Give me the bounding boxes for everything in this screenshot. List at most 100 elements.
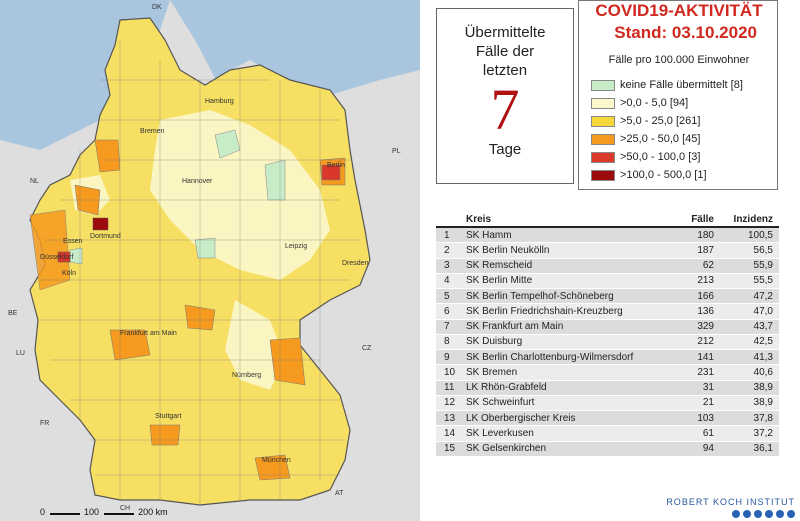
legend-swatch bbox=[591, 115, 615, 127]
logo-dot bbox=[732, 510, 740, 518]
cell-inzidenz: 37,2 bbox=[753, 427, 773, 439]
city-label-duesseldorf: Düsseldorf bbox=[40, 254, 74, 261]
cell-faelle: 136 bbox=[697, 305, 714, 317]
scale-line-2 bbox=[103, 513, 134, 515]
city-label-nuernberg: Nürnberg bbox=[232, 372, 262, 379]
cell-inzidenz: 38,9 bbox=[753, 382, 773, 394]
cell-kreis: LK Oberbergischer Kreis bbox=[466, 412, 576, 424]
table-row: 7 SK Frankfurt am Main 329 43,7 bbox=[436, 319, 779, 335]
cell-kreis: SK Berlin Neukölln bbox=[466, 244, 550, 256]
cell-faelle: 21 bbox=[702, 397, 714, 409]
cell-kreis: SK Remscheid bbox=[466, 260, 533, 272]
legend-label: >5,0 - 25,0 [261] bbox=[620, 115, 701, 127]
logo-dot bbox=[787, 510, 795, 518]
cell-rank: 8 bbox=[444, 336, 450, 348]
table-body: 1 SK Hamm 180 100,5 2 SK Berlin Neukölln 187 5… bbox=[436, 228, 779, 457]
cell-rank: 7 bbox=[444, 321, 450, 333]
table-header: Kreis Fälle Inzidenz bbox=[436, 212, 779, 228]
city-label-bremen: Bremen bbox=[140, 128, 165, 135]
city-label-frankfurt: Frankfurt am Main bbox=[120, 330, 177, 337]
country-label-be: BE bbox=[8, 310, 18, 317]
rki-logo-dots bbox=[732, 510, 795, 518]
cell-rank: 13 bbox=[444, 412, 456, 424]
cell-faelle: 94 bbox=[702, 443, 714, 455]
days-line-3: letzten bbox=[482, 62, 528, 79]
days-number: 7 bbox=[490, 77, 520, 142]
scale-end: 200 km bbox=[138, 507, 168, 517]
cell-kreis: SK Leverkusen bbox=[466, 427, 534, 439]
legend-box: COVID19-AKTIVITÄT Stand: 03.10.2020 Fäll… bbox=[578, 0, 778, 190]
cell-rank: 2 bbox=[444, 244, 450, 256]
cell-faelle: 213 bbox=[697, 275, 714, 287]
cell-kreis: LK Rhön-Grabfeld bbox=[466, 382, 547, 394]
table-row: 3 SK Remscheid 62 55,9 bbox=[436, 258, 779, 274]
days-line-2: Fälle der bbox=[475, 43, 535, 60]
legend-subtitle: Fälle pro 100.000 Einwohner bbox=[608, 54, 750, 66]
cell-rank: 11 bbox=[444, 382, 455, 394]
germany-map: DK NL BE LU FR PL CZ AT CH Hamburg Breme… bbox=[0, 0, 420, 521]
cell-inzidenz: 43,7 bbox=[753, 321, 773, 333]
country-label-ch: CH bbox=[120, 505, 131, 512]
legend-swatch bbox=[591, 97, 615, 109]
cell-kreis: SK Bremen bbox=[466, 366, 518, 378]
legend-item-5-25: >5,0 - 25,0 [261] bbox=[591, 115, 700, 127]
cell-faelle: 103 bbox=[697, 412, 714, 424]
days-box: Übermittelte Fälle der letzten 7 Tage bbox=[436, 8, 574, 184]
cell-faelle: 212 bbox=[697, 336, 714, 348]
cell-rank: 1 bbox=[444, 229, 450, 241]
cell-faelle: 329 bbox=[697, 321, 714, 333]
table-row: 8 SK Duisburg 212 42,5 bbox=[436, 334, 779, 350]
legend-item-none: keine Fälle übermittelt [8] bbox=[591, 79, 743, 91]
country-label-at: AT bbox=[335, 490, 344, 497]
table-row: 14 SK Leverkusen 61 37,2 bbox=[436, 426, 779, 442]
cell-inzidenz: 40,6 bbox=[753, 366, 773, 378]
city-label-dortmund: Dortmund bbox=[90, 233, 121, 240]
country-label-fr: FR bbox=[40, 420, 50, 427]
legend-item-25-50: >25,0 - 50,0 [45] bbox=[591, 133, 700, 145]
cell-kreis: SK Hamm bbox=[466, 229, 512, 241]
cell-kreis: SK Schweinfurt bbox=[466, 397, 535, 409]
city-label-hamburg: Hamburg bbox=[205, 98, 234, 105]
country-label-dk: DK bbox=[152, 4, 162, 11]
city-label-leipzig: Leipzig bbox=[285, 243, 308, 250]
table-row: 15 SK Gelsenkirchen 94 36,1 bbox=[436, 441, 779, 457]
cell-kreis: SK Berlin Tempelhof-Schöneberg bbox=[466, 290, 614, 302]
city-label-essen: Essen bbox=[63, 238, 83, 245]
country-label-cz: CZ bbox=[362, 345, 372, 352]
cell-rank: 3 bbox=[444, 260, 450, 272]
legend-label: >50,0 - 100,0 [3] bbox=[620, 151, 701, 163]
cell-faelle: 231 bbox=[697, 366, 714, 378]
days-line-4: Tage bbox=[488, 141, 522, 158]
logo-dot bbox=[754, 510, 762, 518]
cell-faelle: 187 bbox=[697, 244, 714, 256]
city-label-berlin: Berlin bbox=[327, 162, 345, 169]
cell-kreis: SK Berlin Friedrichshain-Kreuzberg bbox=[466, 305, 623, 317]
city-label-muenchen: München bbox=[262, 457, 291, 464]
rki-logo-text: ROBERT KOCH INSTITUT bbox=[666, 497, 795, 507]
cell-faelle: 31 bbox=[702, 382, 714, 394]
header-inzidenz: Inzidenz bbox=[733, 213, 773, 225]
header-kreis: Kreis bbox=[466, 213, 492, 225]
country-label-lu: LU bbox=[16, 350, 25, 357]
logo-dot bbox=[743, 510, 751, 518]
cell-inzidenz: 37,8 bbox=[753, 412, 773, 424]
cell-rank: 10 bbox=[444, 366, 456, 378]
legend-date: Stand: 03.10.2020 bbox=[614, 23, 757, 42]
cell-faelle: 180 bbox=[697, 229, 714, 241]
scale-bar: 0 100 200 km bbox=[40, 507, 168, 517]
cell-inzidenz: 42,5 bbox=[753, 336, 773, 348]
table-row: 2 SK Berlin Neukölln 187 56,5 bbox=[436, 243, 779, 259]
days-line-1: Übermittelte bbox=[464, 24, 546, 41]
table-row: 12 SK Schweinfurt 21 38,9 bbox=[436, 395, 779, 411]
legend-swatch bbox=[591, 133, 615, 145]
cell-faelle: 61 bbox=[702, 427, 714, 439]
cell-kreis: SK Berlin Charlottenburg-Wilmersdorf bbox=[466, 351, 634, 363]
cell-inzidenz: 56,5 bbox=[753, 244, 773, 256]
map-graphic bbox=[0, 0, 420, 521]
city-label-koeln: Köln bbox=[62, 270, 77, 277]
city-label-hannover: Hannover bbox=[182, 178, 213, 185]
cell-inzidenz: 55,9 bbox=[753, 260, 773, 272]
table-row: 4 SK Berlin Mitte 213 55,5 bbox=[436, 273, 779, 289]
cell-rank: 4 bbox=[444, 275, 450, 287]
legend-item-0-5: >0,0 - 5,0 [94] bbox=[591, 97, 688, 109]
